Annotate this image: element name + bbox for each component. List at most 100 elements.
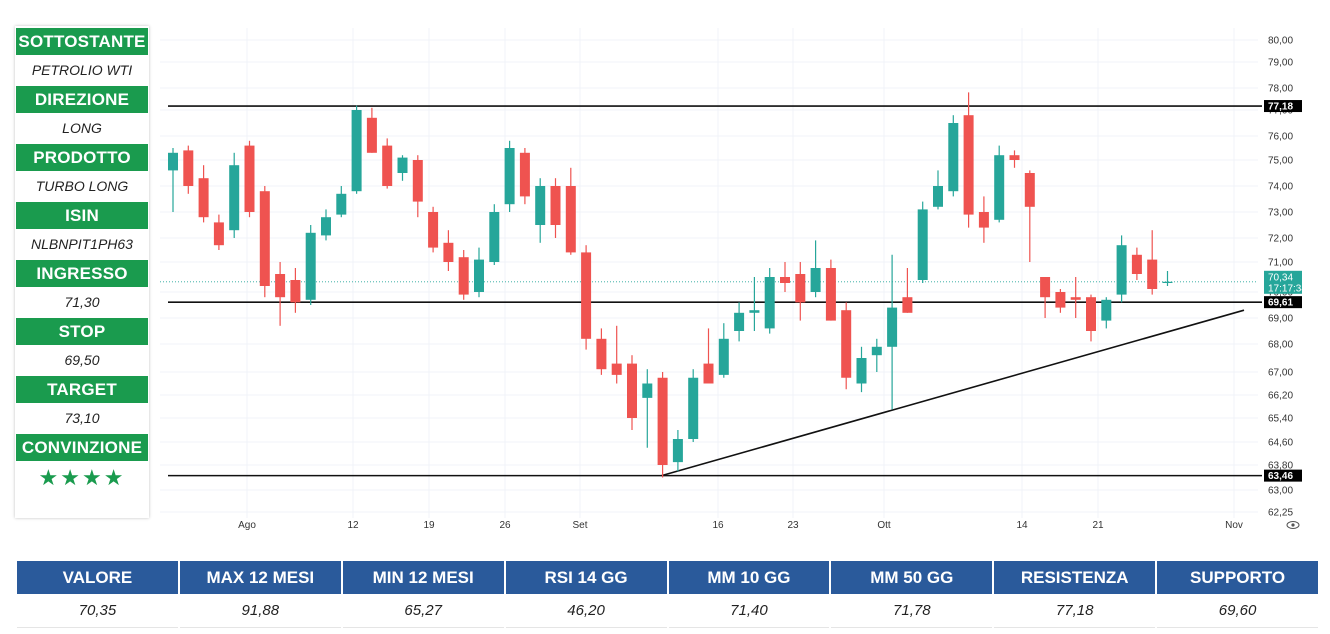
candle-body [489, 212, 500, 262]
candle-body [994, 155, 1005, 220]
y-tick-label: 73,00 [1268, 208, 1293, 219]
panel-label-ingresso: INGRESSO [16, 260, 148, 287]
price-label-bg [1264, 296, 1302, 309]
y-tick-label: 66,20 [1268, 391, 1293, 402]
panel-label-direzione: DIREZIONE [16, 86, 148, 113]
candle-body [642, 383, 653, 398]
stats-header-cell: MM 10 GG [668, 561, 830, 594]
panel-value-prodotto: TURBO LONG [16, 173, 148, 200]
candle-body [902, 297, 913, 313]
y-tick-label: 64,60 [1268, 438, 1293, 449]
x-tick-label: Ago [238, 520, 256, 531]
candle-body [458, 257, 469, 295]
candle-body [1024, 173, 1035, 207]
candle-body [550, 186, 561, 225]
candle-body [213, 222, 224, 246]
candle-body [504, 148, 515, 205]
candle-body [519, 152, 530, 197]
candle-body [963, 115, 974, 215]
candle-body [948, 123, 959, 192]
y-tick-label: 67,00 [1268, 368, 1293, 379]
x-tick-label: Set [572, 520, 587, 531]
x-tick-label: 21 [1092, 520, 1104, 531]
stats-header-cell: VALORE [17, 561, 178, 594]
candle-body [244, 145, 255, 212]
panel-label-isin: ISIN [16, 202, 148, 229]
panel-value-sottostante: PETROLIO WTI [16, 57, 148, 84]
candle-body [229, 165, 240, 231]
candle-body [718, 338, 729, 375]
candlestick-chart: 80,0079,0078,0077,0076,0075,0074,0073,00… [160, 28, 1307, 531]
stats-value-cell: 71,78 [831, 594, 993, 628]
candle-body [611, 363, 622, 375]
candle-body [1101, 299, 1112, 321]
eye-icon [1286, 521, 1300, 529]
x-tick-label: 26 [499, 520, 511, 531]
price-label-bg [1264, 281, 1302, 294]
candle-body [1086, 297, 1096, 331]
price-label: 17:17:34 [1268, 283, 1307, 294]
candle-body [198, 178, 209, 218]
panel-label-target: TARGET [16, 376, 148, 403]
y-tick-label: 80,00 [1268, 36, 1293, 47]
panel-value-target: 73,10 [16, 405, 148, 432]
candle-body [1162, 281, 1173, 283]
candle-body [351, 110, 362, 192]
stats-value-cell: 46,20 [505, 594, 667, 628]
candle-body [397, 157, 408, 173]
trendline [661, 309, 1245, 477]
candle-body [290, 280, 301, 303]
stats-table: VALORE MAX 12 MESI MIN 12 MESI RSI 14 GG MM … [15, 561, 1320, 628]
stats-value-cell: 71,40 [668, 594, 830, 628]
candle-body [978, 212, 989, 228]
candle-body [321, 217, 331, 236]
candle-body [672, 439, 683, 463]
price-label-bg [1264, 270, 1302, 283]
x-tick-label: Nov [1225, 520, 1243, 531]
panel-value-stop: 69,50 [16, 347, 148, 374]
candle-body [259, 191, 270, 286]
x-tick-label: 12 [347, 520, 359, 531]
y-tick-label: 74,00 [1268, 182, 1293, 193]
panel-label-convinzione: CONVINZIONE [16, 434, 148, 461]
candle-body [1055, 292, 1066, 308]
price-label: 70,34 [1268, 272, 1293, 283]
y-tick-label: 65,40 [1268, 414, 1293, 425]
candle-body [168, 152, 178, 171]
candle-body [1070, 297, 1081, 300]
candle-body [795, 274, 806, 303]
panel-value-direzione: LONG [16, 115, 148, 142]
y-tick-label: 75,00 [1268, 156, 1293, 167]
y-tick-label: 63,80 [1268, 461, 1293, 472]
stats-header-cell: RESISTENZA [994, 561, 1156, 594]
stats-value-row: 70,35 91,88 65,27 46,20 71,40 71,78 77,18 69,60 [17, 594, 1318, 628]
stats-value-cell: 77,18 [994, 594, 1156, 628]
candle-body [810, 268, 821, 292]
candle-body [871, 346, 882, 356]
candle-body [443, 242, 454, 262]
candle-body [1147, 259, 1158, 289]
candle-body [596, 338, 607, 370]
candle-body [856, 358, 867, 384]
candle-body [565, 186, 576, 253]
x-tick-label: 19 [423, 520, 435, 531]
candle-body [657, 377, 668, 465]
candle-body [581, 252, 592, 339]
candle-body [412, 160, 423, 202]
candle-body [305, 232, 316, 300]
candle-body [780, 277, 790, 283]
y-tick-label: 72,00 [1268, 234, 1293, 245]
candle-body [887, 307, 898, 347]
y-tick-label: 78,00 [1268, 84, 1293, 95]
candle-body [825, 268, 836, 321]
candle-body [535, 186, 546, 225]
y-tick-label: 68,00 [1268, 340, 1293, 351]
candle-body [734, 312, 745, 331]
stats-header-cell: MIN 12 MESI [342, 561, 504, 594]
x-tick-label: 23 [787, 520, 799, 531]
candle-body [1116, 245, 1127, 295]
rating-stars: ★★★★ [38, 465, 126, 490]
x-tick-label: Ott [877, 520, 891, 531]
y-tick-label: 62,25 [1268, 508, 1293, 519]
panel-label-sottostante: SOTTOSTANTE [16, 28, 148, 55]
